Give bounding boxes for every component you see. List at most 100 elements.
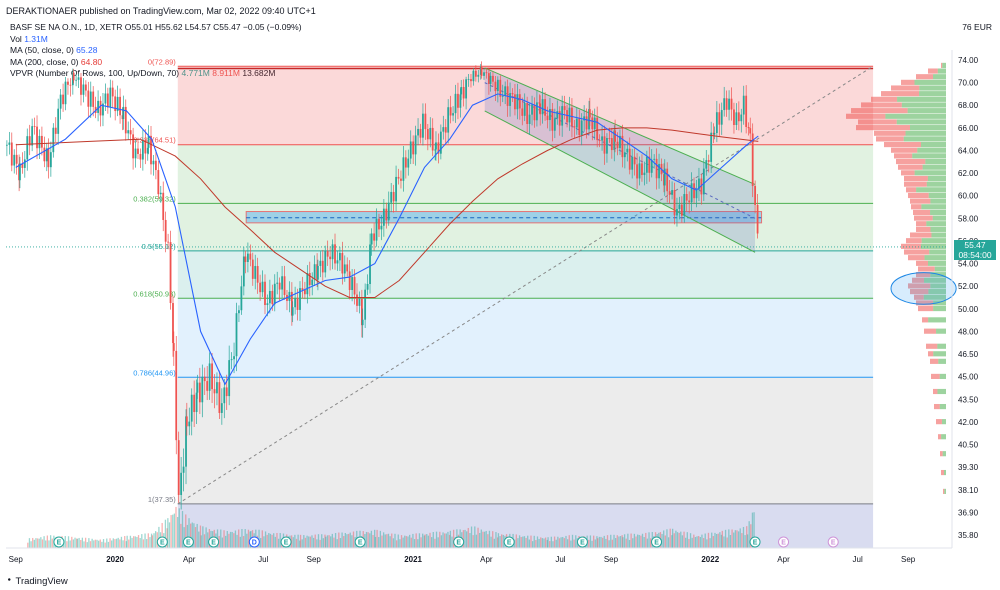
candle-body bbox=[150, 135, 152, 165]
chart-legend: BASF SE NA O.N., 1D, XETR O55.01 H55.62 … bbox=[10, 22, 302, 80]
vp-row-up bbox=[927, 175, 946, 182]
volume-bar bbox=[603, 535, 605, 548]
volume-bar bbox=[622, 537, 624, 548]
legend-vpvr-row[interactable]: VPVR (Number Of Rows, 100, Up/Down, 70) … bbox=[10, 68, 302, 80]
volume-bar bbox=[117, 537, 119, 548]
candle-body bbox=[99, 100, 102, 116]
vp-row-up bbox=[919, 91, 946, 97]
volume-bar bbox=[261, 530, 263, 548]
volume-bar bbox=[178, 508, 180, 548]
volume-bar bbox=[544, 537, 547, 548]
volume-bar bbox=[483, 531, 486, 548]
candle-body bbox=[400, 178, 402, 181]
candle-body bbox=[514, 94, 516, 110]
fib-zone-1 bbox=[177, 144, 874, 204]
legend-volume-row[interactable]: Vol 1.31M bbox=[10, 34, 302, 46]
currency-label[interactable]: 76 EUR bbox=[962, 22, 992, 32]
candle-body bbox=[157, 170, 160, 195]
volume-bar bbox=[452, 529, 455, 548]
volume-bar bbox=[394, 533, 396, 548]
volume-bar bbox=[427, 535, 430, 548]
candle-body bbox=[369, 244, 371, 285]
volume-bar bbox=[228, 533, 230, 548]
footer-brand[interactable]: ᭼ TradingView bbox=[6, 572, 68, 590]
candle-body bbox=[15, 154, 18, 164]
volume-bar bbox=[744, 535, 746, 548]
vp-row-up bbox=[939, 373, 946, 379]
candle-body bbox=[303, 290, 306, 295]
candle-body bbox=[442, 127, 445, 132]
candle-body bbox=[294, 297, 297, 308]
volume-bar bbox=[451, 536, 453, 548]
candle-body bbox=[111, 87, 114, 97]
x-tick-label: Apr bbox=[183, 555, 196, 564]
legend-symbol-row[interactable]: BASF SE NA O.N., 1D, XETR O55.01 H55.62 … bbox=[10, 22, 302, 34]
vp-row-down bbox=[876, 136, 904, 142]
volume-bar bbox=[691, 537, 693, 548]
volume-bar bbox=[731, 529, 733, 548]
volume-bar bbox=[520, 537, 522, 548]
vp-row-up bbox=[930, 209, 946, 216]
vp-row-up bbox=[897, 96, 946, 102]
vp-row-up bbox=[921, 238, 946, 244]
candle-body bbox=[715, 112, 718, 134]
volume-bar bbox=[98, 540, 100, 548]
candle-body bbox=[211, 363, 213, 390]
vp-row-up bbox=[896, 119, 946, 125]
candle-body bbox=[54, 127, 57, 134]
volume-bar bbox=[367, 532, 369, 548]
legend-ma200-row[interactable]: MA (200, close, 0) 64.80 bbox=[10, 57, 302, 69]
volume-bar bbox=[35, 538, 37, 548]
volume-bar bbox=[316, 539, 318, 548]
y-tick-label: 48.00 bbox=[958, 327, 979, 336]
candle-body bbox=[688, 200, 691, 203]
vp-row-down bbox=[943, 488, 945, 494]
volume-bar bbox=[440, 535, 443, 548]
volume-bar bbox=[558, 538, 561, 548]
volume-bar bbox=[312, 537, 315, 548]
volume-bar bbox=[485, 530, 487, 548]
vp-row-down bbox=[913, 209, 931, 216]
x-tick-label: Sep bbox=[307, 555, 322, 564]
volume-bar bbox=[435, 531, 438, 548]
candle-body bbox=[366, 284, 369, 290]
volume-bar bbox=[426, 534, 428, 548]
candle-body bbox=[568, 107, 571, 123]
legend-ma50-row[interactable]: MA (50, close, 0) 65.28 bbox=[10, 45, 302, 57]
volume-bar bbox=[119, 539, 121, 548]
volume-bar bbox=[619, 536, 622, 548]
vp-row-down bbox=[928, 68, 938, 74]
vp-row-down bbox=[908, 255, 925, 261]
volume-bar bbox=[501, 534, 503, 548]
y-tick-label: 60.00 bbox=[958, 192, 979, 201]
volume-bar bbox=[535, 540, 537, 548]
volume-bar bbox=[405, 536, 408, 548]
volume-bar bbox=[173, 513, 176, 548]
candle-body bbox=[575, 118, 578, 128]
volume-bar bbox=[536, 536, 539, 548]
candle-body bbox=[278, 282, 281, 290]
vp-row-down bbox=[901, 243, 921, 249]
candle-body bbox=[251, 259, 254, 279]
fib-zone-4 bbox=[177, 298, 874, 378]
candle-body bbox=[127, 130, 130, 134]
volume-bar bbox=[168, 522, 171, 548]
vp-row-down bbox=[916, 221, 927, 227]
volume-bar bbox=[352, 531, 355, 548]
candle-body bbox=[13, 154, 16, 166]
volume-bar bbox=[464, 529, 466, 548]
volume-bar bbox=[737, 531, 740, 548]
volume-bar bbox=[490, 536, 492, 548]
volume-bar bbox=[137, 535, 140, 548]
volume-bar bbox=[462, 530, 465, 548]
candle-body bbox=[693, 183, 695, 199]
volume-bar bbox=[746, 526, 748, 548]
volume-bar bbox=[633, 533, 636, 548]
vp-row-down bbox=[851, 108, 908, 114]
candle-body bbox=[141, 139, 144, 160]
y-tick-label: 74.00 bbox=[958, 56, 979, 65]
vp-row-down bbox=[891, 147, 918, 153]
vp-row-down bbox=[856, 125, 910, 131]
volume-bar bbox=[515, 534, 517, 548]
